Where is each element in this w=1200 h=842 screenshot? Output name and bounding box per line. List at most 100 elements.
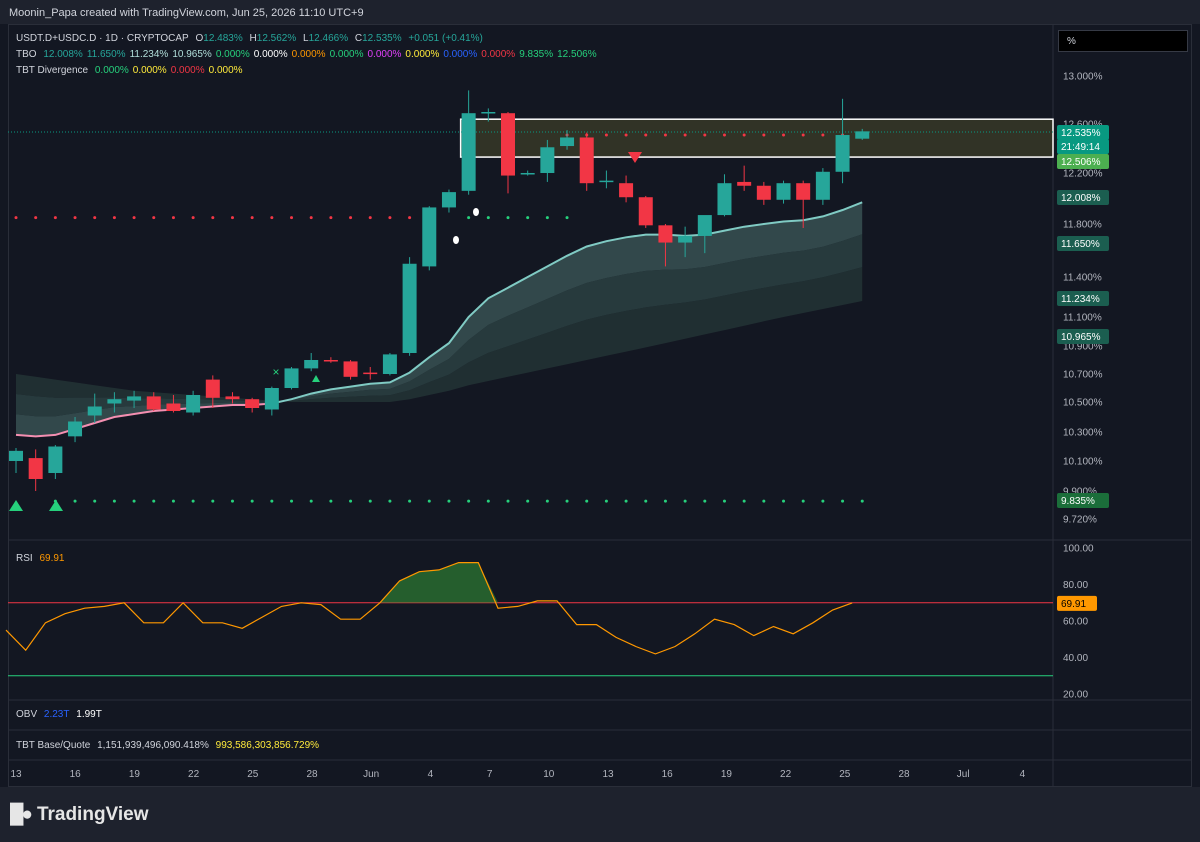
candle-body[interactable] [638, 197, 653, 226]
time-tick-label: 13 [602, 769, 614, 780]
base-quote-label[interactable]: TBT Base/Quote [16, 740, 91, 751]
time-tick-label: 4 [428, 769, 434, 780]
candle-body[interactable] [9, 450, 23, 461]
high-value: 12.562% [256, 33, 297, 44]
red-level-dot [73, 216, 77, 220]
candle-body[interactable] [461, 113, 476, 191]
candle-body[interactable] [284, 368, 299, 388]
red-level-dot [34, 216, 38, 220]
obv-label[interactable]: OBV [16, 709, 38, 720]
lower-green-level-dot [132, 499, 136, 503]
candle-body[interactable] [127, 396, 142, 401]
upper-red-level-dot [624, 133, 628, 137]
candle-body[interactable] [756, 185, 771, 200]
green-level-dot [565, 216, 569, 220]
divergence-label[interactable]: TBT Divergence [16, 65, 89, 76]
time-tick-label: Jul [957, 769, 970, 780]
price-tick-label: 9.720% [1063, 515, 1097, 526]
rsi-label[interactable]: RSI [16, 553, 33, 564]
price-tag-label: 10.965% [1061, 332, 1101, 343]
tbo-value-13: 12.506% [557, 49, 597, 60]
candle-body[interactable] [166, 403, 181, 412]
candle-body[interactable] [481, 112, 496, 114]
rsi-tag-label: 69.91 [1061, 599, 1086, 610]
candle-body[interactable] [599, 180, 614, 183]
tbo-cloud-band-1 [16, 202, 863, 437]
red-level-dot [230, 216, 234, 220]
candle-body[interactable] [186, 395, 201, 413]
candle-body[interactable] [501, 113, 515, 176]
sell-signal-marker[interactable] [628, 152, 642, 163]
candle-body[interactable] [146, 396, 161, 410]
tbo-value-2: 11.234% [129, 49, 169, 60]
upper-red-level-dot [782, 133, 786, 137]
buy-signal-marker[interactable] [312, 375, 320, 382]
base-quote-legend[interactable]: TBT Base/Quote 1,151,939,496,090.418% 99… [16, 740, 323, 751]
price-tag-label: 12.008% [1061, 193, 1101, 204]
candle-body[interactable] [737, 181, 752, 186]
candle-body[interactable] [245, 399, 260, 408]
percent-scale-button[interactable]: % [1058, 30, 1188, 52]
candle-body[interactable] [343, 361, 358, 377]
candle-body[interactable] [87, 406, 102, 416]
lower-green-level-dot [565, 499, 569, 503]
candle-body[interactable] [678, 235, 693, 243]
obv-value-1: 2.23T [43, 709, 70, 720]
candle-body[interactable] [560, 137, 575, 147]
candle-body[interactable] [579, 137, 594, 184]
upper-red-level-dot [762, 133, 766, 137]
candle-body[interactable] [304, 360, 319, 369]
tbo-value-12: 9.835% [519, 49, 554, 60]
obv-value-2: 1.99T [76, 709, 102, 720]
lower-green-level-dot [447, 499, 451, 503]
candle-body[interactable] [264, 388, 279, 410]
price-tag-bg [1057, 154, 1109, 169]
rsi-legend[interactable]: RSI 69.91 [16, 553, 68, 564]
candle-body[interactable] [68, 421, 83, 437]
white-signal-marker[interactable] [453, 236, 459, 244]
candle-body[interactable] [363, 372, 378, 375]
symbol-name[interactable]: USDT.D+USDC.D · 1D · CRYPTOCAP [16, 33, 189, 44]
close-value: 12.535% [362, 33, 402, 44]
lower-green-level-dot [329, 499, 333, 503]
price-tick-label: 11.100% [1063, 313, 1102, 324]
lower-green-level-dot [604, 499, 608, 503]
red-level-dot [329, 216, 333, 220]
candle-body[interactable] [48, 446, 63, 474]
candle-body[interactable] [658, 225, 673, 243]
rsi-line[interactable] [5, 562, 853, 655]
candle-body[interactable] [776, 183, 791, 200]
candle-body[interactable] [540, 147, 555, 173]
candle-body[interactable] [225, 396, 240, 400]
white-signal-marker[interactable] [473, 208, 479, 216]
symbol-legend[interactable]: USDT.D+USDC.D · 1D · CRYPTOCAP O12.483% … [16, 33, 487, 44]
candle-body[interactable] [815, 171, 830, 200]
tradingview-logo[interactable]: █● TradingView [10, 804, 149, 826]
candle-body[interactable] [205, 379, 220, 398]
candle-body[interactable] [520, 173, 535, 175]
tbo-channel-box[interactable] [459, 118, 1054, 158]
candle-body[interactable] [441, 192, 456, 208]
candle-body[interactable] [697, 215, 712, 236]
candle-body[interactable] [619, 183, 634, 198]
candle-body[interactable] [107, 399, 122, 404]
obv-legend[interactable]: OBV 2.23T 1.99T [16, 709, 106, 720]
divergence-legend[interactable]: TBT Divergence 0.000% 0.000% 0.000% 0.000% [16, 65, 247, 76]
buy-signal-marker[interactable] [9, 500, 23, 511]
candle-body[interactable] [855, 131, 870, 139]
candle-body[interactable] [402, 263, 417, 353]
tbo-label[interactable]: TBO [16, 49, 37, 60]
lower-green-level-dot [211, 499, 215, 503]
candle-body[interactable] [796, 183, 811, 200]
candle-body[interactable] [323, 360, 338, 362]
tbo-legend[interactable]: TBO 12.008% 11.650% 11.234% 10.965% 0.000% 0.… [16, 49, 601, 60]
candle-body[interactable] [717, 183, 732, 216]
buy-signal-marker[interactable] [49, 500, 63, 511]
candle-body[interactable] [422, 207, 437, 267]
rsi-overbought-fill [379, 562, 498, 603]
candle-body[interactable] [28, 458, 43, 479]
candle-body[interactable] [835, 135, 850, 172]
candle-body[interactable] [382, 354, 397, 374]
rsi-tick-label: 40.00 [1063, 653, 1088, 664]
